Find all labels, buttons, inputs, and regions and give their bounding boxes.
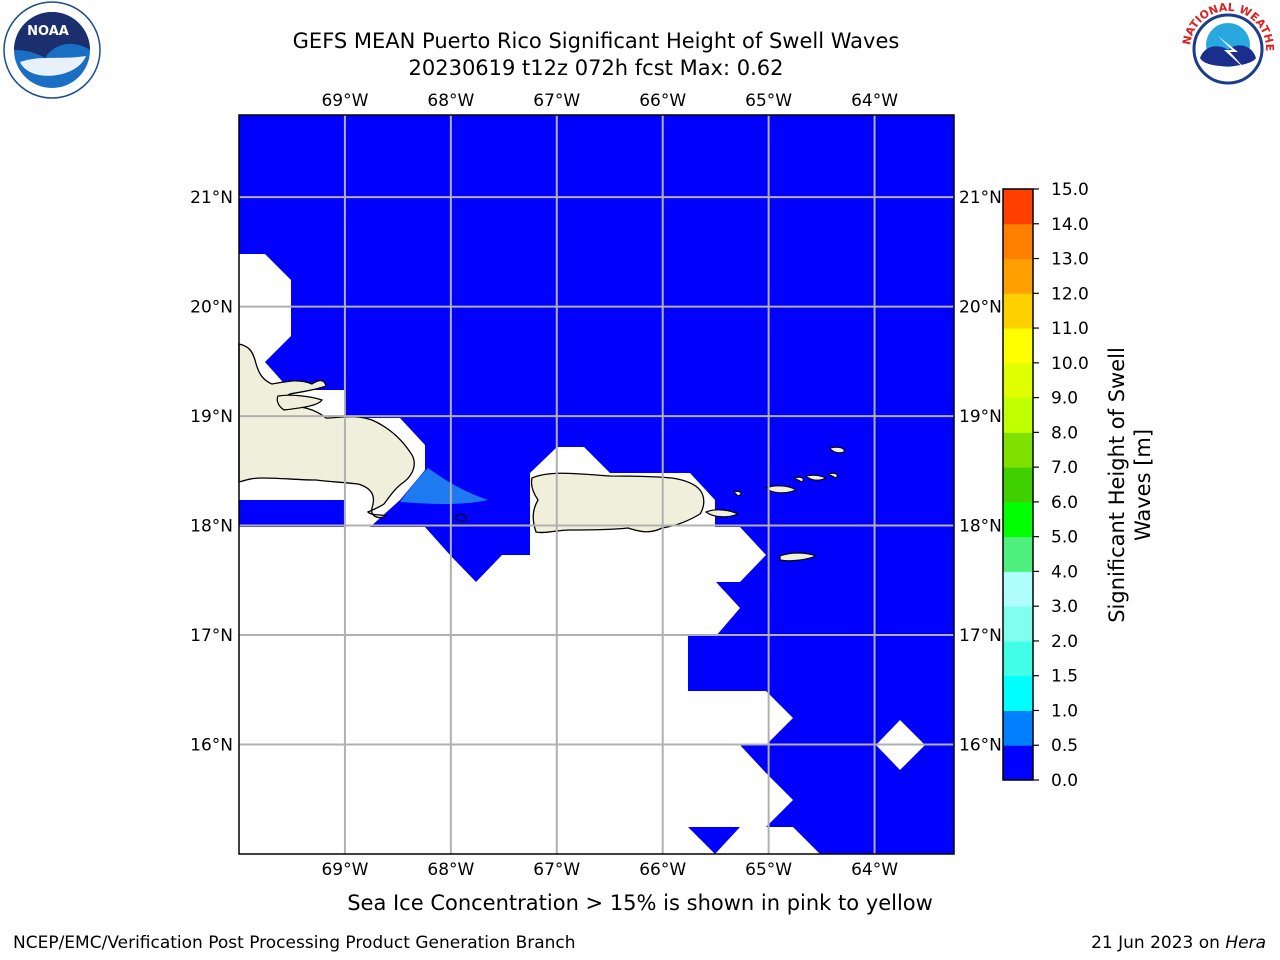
- isla-tortuga-land: [276, 394, 323, 411]
- colorbar-frame: [1002, 188, 1034, 781]
- colorbar-segment: [1003, 362, 1033, 399]
- colorbar-segment: [1003, 293, 1033, 329]
- colorbar-segment: [1003, 501, 1033, 538]
- svg-text:NATIONAL WEATHER SERVICE: NATIONAL WEATHER SERVICE: [0, 0, 1276, 51]
- colorbar-segment: [1003, 745, 1033, 781]
- colorbar-tick-label: 5.0: [1051, 528, 1078, 548]
- lat-tick-right: 21°N: [959, 188, 1002, 208]
- colorbar-tick-label: 0.5: [1051, 736, 1078, 756]
- footer-date: 21 Jun 2023 on Hera: [1091, 933, 1266, 953]
- colorbar-segment: [1003, 606, 1033, 642]
- colorbar-segment: [1003, 675, 1033, 711]
- colorbar-segment: [1003, 258, 1033, 294]
- anegada-land: [829, 446, 845, 454]
- vieques-land: [704, 509, 740, 518]
- map-area: 69°W 68°W 67°W 66°W 65°W 64°W 69°W 68°W 67°W 66°…: [190, 91, 1002, 880]
- colorbar-tick-label: 3.0: [1051, 597, 1078, 617]
- lon-tick-top: 68°W: [427, 91, 474, 111]
- lat-tick-right: 20°N: [959, 298, 1002, 318]
- colorbar-tick-label: 9.0: [1051, 389, 1078, 409]
- lon-tick-bottom: 68°W: [427, 860, 474, 880]
- footer-host: Hera: [1225, 933, 1266, 953]
- colorbar-tick-label: 10.0: [1051, 354, 1089, 374]
- lon-tick-top: 69°W: [321, 91, 368, 111]
- colorbar-segment: [1003, 328, 1033, 364]
- lat-tick-left: 16°N: [190, 736, 233, 756]
- colorbar-tick-label: 13.0: [1051, 250, 1089, 270]
- colorbar-tick-label: 1.0: [1051, 701, 1078, 721]
- colorbar-tick-label: 0.0: [1051, 771, 1078, 791]
- lat-tick-right: 17°N: [959, 626, 1002, 646]
- colorbar-tick-label: 6.0: [1051, 493, 1078, 513]
- hispaniola-land: [238, 343, 415, 519]
- colorbar-tick-label: 2.0: [1051, 632, 1078, 652]
- colorbar-segment: [1003, 467, 1033, 503]
- map-frame: [238, 114, 955, 855]
- lat-tick-left: 17°N: [190, 626, 233, 646]
- graticule: [239, 115, 954, 854]
- colorbar-segment: [1003, 571, 1033, 607]
- footer-branch: NCEP/EMC/Verification Post Processing Pr…: [13, 933, 576, 953]
- colorbar-segment: [1003, 223, 1033, 260]
- lat-tick-left: 18°N: [190, 517, 233, 537]
- colorbar-tick-label: 11.0: [1051, 319, 1089, 339]
- colorbar-tick-label: 4.0: [1051, 562, 1078, 582]
- lon-tick-bottom: 64°W: [851, 860, 898, 880]
- lat-tick-right: 16°N: [959, 736, 1002, 756]
- colorbar-segment: [1003, 189, 1033, 225]
- sea-ice-note-text: Sea Ice Concentration > 15% is shown in …: [347, 891, 933, 915]
- swell-0.5-1.0-patch: [400, 468, 488, 504]
- colorbar-tick-label: 14.0: [1051, 215, 1089, 235]
- chart-title: GEFS MEAN Puerto Rico Significant Height…: [292, 29, 900, 53]
- colorbar-segment: [1003, 710, 1033, 746]
- colorbar: 0.0 0.5 1.0 1.5 2.0 3.0 4.0 5.0 6.0 7.0 8.0 9.0 10.0…: [1002, 180, 1155, 791]
- colorbar-segment: [1003, 536, 1033, 572]
- isla-mona-land: [455, 513, 467, 522]
- colorbar-segment: [1003, 397, 1033, 433]
- noaa-logo-icon: NOAA: [3, 1, 101, 99]
- sea-ice-note: Sea Ice Concentration > 15% is shown in …: [0, 891, 1280, 915]
- lon-tick-top: 65°W: [745, 91, 792, 111]
- lat-tick-right: 19°N: [959, 407, 1002, 427]
- chart-subtitle: 20230619 t12z 072h fcst Max: 0.62: [408, 56, 784, 80]
- lon-tick-bottom: 67°W: [533, 860, 580, 880]
- colorbar-tick-label: 7.0: [1051, 458, 1078, 478]
- st-thomas-land: [765, 485, 798, 494]
- culebra-land: [732, 490, 742, 497]
- nws-logo-icon: NATIONAL WEATHER SERVICE: [0, 0, 1276, 96]
- lat-tick-left: 21°N: [190, 188, 233, 208]
- colorbar-segment: [1003, 432, 1033, 468]
- lat-tick-left: 20°N: [190, 298, 233, 318]
- lon-tick-top: 66°W: [639, 91, 686, 111]
- colorbar-label-line1: Significant Height of Swell: [1105, 347, 1129, 623]
- colorbar-tick-label: 15.0: [1051, 180, 1089, 200]
- lon-tick-bottom: 66°W: [639, 860, 686, 880]
- nws-logo-text: NATIONAL WEATHER SERVICE: [0, 0, 1276, 51]
- lon-tick-top: 67°W: [533, 91, 580, 111]
- footer-date-text: 21 Jun 2023 on: [1091, 933, 1226, 953]
- colorbar-segment: [1003, 640, 1033, 677]
- lat-tick-left: 19°N: [190, 407, 233, 427]
- lon-tick-bottom: 65°W: [745, 860, 792, 880]
- st-john-land: [792, 476, 804, 483]
- colorbar-label-line2: Waves [m]: [1131, 429, 1155, 541]
- lon-tick-top: 64°W: [851, 91, 898, 111]
- virgin-gorda-land: [826, 472, 838, 479]
- st-croix-land: [779, 552, 818, 562]
- noaa-logo-text: NOAA: [27, 24, 69, 39]
- colorbar-tick-label: 8.0: [1051, 423, 1078, 443]
- tortola-land: [804, 474, 828, 481]
- lat-tick-right: 18°N: [959, 517, 1002, 537]
- colorbar-tick-label: 12.0: [1051, 284, 1089, 304]
- colorbar-tick-label: 1.5: [1051, 667, 1078, 687]
- lon-tick-bottom: 69°W: [321, 860, 368, 880]
